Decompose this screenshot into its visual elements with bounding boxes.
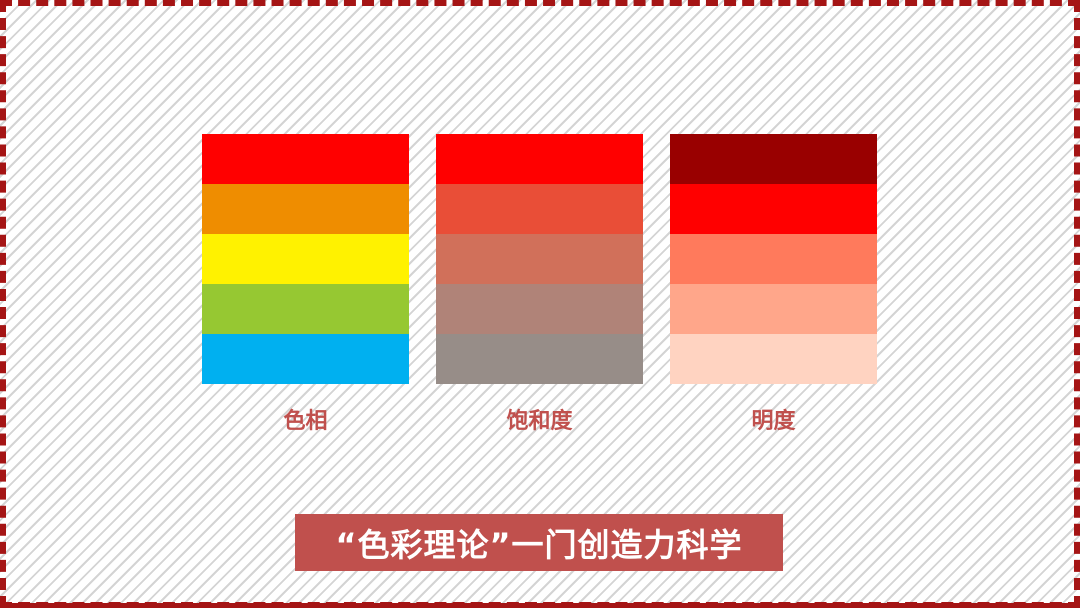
hue-swatch [202,334,409,384]
hue-swatch [202,184,409,234]
brightness-swatch [670,284,877,334]
brightness-swatch [670,234,877,284]
brightness-swatch [670,334,877,384]
title-banner: “色彩理论”一门创造力科学 [295,514,783,571]
brightness-swatch [670,134,877,184]
saturation-label: 饱和度 [506,409,573,434]
hue-swatch [202,234,409,284]
saturation-swatch [436,184,643,234]
brightness-swatch-group [670,134,877,384]
hue-label: 色相 [283,409,328,434]
saturation-swatch [436,234,643,284]
hue-swatch-group [202,134,409,384]
hue-swatch [202,134,409,184]
saturation-swatch [436,334,643,384]
hue-swatch [202,284,409,334]
saturation-swatch [436,284,643,334]
brightness-label: 明度 [751,409,796,434]
saturation-swatch [436,134,643,184]
brightness-swatch [670,184,877,234]
frame-bottom-bar [0,603,1080,608]
saturation-swatch-group [436,134,643,384]
